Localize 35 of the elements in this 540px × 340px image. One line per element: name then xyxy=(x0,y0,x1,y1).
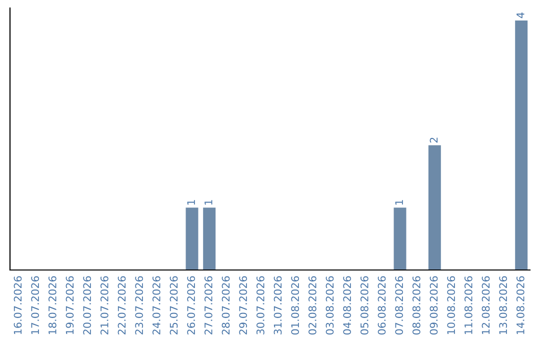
x-tick-label: 11.08.2026 xyxy=(464,276,472,334)
x-tick-label: 21.07.2026 xyxy=(100,276,108,334)
x-tick-label: 19.07.2026 xyxy=(66,276,74,334)
x-tick-label: 24.07.2026 xyxy=(152,276,160,334)
data-label: 4 xyxy=(516,12,524,18)
data-label: 1 xyxy=(395,200,403,205)
data-label: 1 xyxy=(187,200,195,205)
x-tick-label: 06.08.2026 xyxy=(378,276,386,335)
x-tick-label: 28.07.2026 xyxy=(222,276,230,334)
x-tick-label: 29.07.2026 xyxy=(239,276,248,334)
x-tick-label: 12.08.2026 xyxy=(482,276,490,334)
x-tick-label: 16.07.2026 xyxy=(14,276,22,334)
x-tick-label: 10.08.2026 xyxy=(447,276,456,334)
x-tick-label: 13.08.2026 xyxy=(499,276,508,334)
x-tick-label: 23.07.2026 xyxy=(135,276,144,334)
x-tick-label: 18.07.2026 xyxy=(48,276,56,334)
x-tick-label: 17.07.2026 xyxy=(31,276,40,334)
x-tick-label: 26.07.2026 xyxy=(187,276,196,334)
x-tick-label: 22.07.2026 xyxy=(118,276,126,334)
x-tick-label: 03.08.2026 xyxy=(326,276,334,335)
x-tick-label: 04.08.2026 xyxy=(343,276,352,335)
x-tick-label: 08.08.2026 xyxy=(412,276,420,335)
data-label: 2 xyxy=(430,138,438,143)
data-label: 1 xyxy=(204,200,212,205)
x-tick-label: 07.08.2026 xyxy=(395,276,404,335)
x-tick-label: 14.08.2026 xyxy=(516,276,524,334)
x-tick-label: 09.08.2026 xyxy=(430,276,438,335)
x-tick-label: 31.07.2026 xyxy=(274,276,282,334)
x-tick-label: 05.08.2026 xyxy=(360,276,368,335)
x-tick-label: 25.07.2026 xyxy=(170,276,178,334)
x-tick-label: 27.07.2026 xyxy=(204,276,212,334)
x-tick-label: 01.08.2026 xyxy=(291,276,300,335)
x-tick-label: 20.07.2026 xyxy=(83,276,92,334)
x-tick-label: 30.07.2026 xyxy=(256,276,264,334)
x-tick-label: 02.08.2026 xyxy=(308,276,316,335)
